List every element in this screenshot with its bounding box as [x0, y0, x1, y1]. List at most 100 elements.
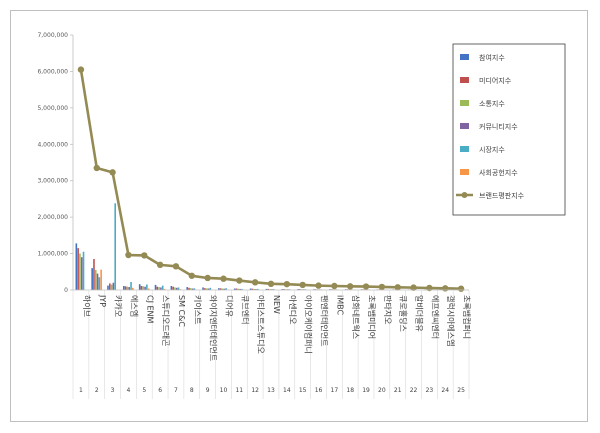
category-label-20: 판타지오: [383, 295, 392, 324]
index-label-12: 12: [251, 387, 259, 394]
index-label-15: 15: [299, 387, 307, 394]
category-label-12: 아티스트스튜디오: [256, 295, 266, 354]
brand-index-point-23: [426, 284, 433, 292]
bar-4-3: [112, 282, 115, 290]
bar-1-11: [233, 288, 236, 290]
category-label-6: 스튜디오드래곤: [161, 295, 170, 347]
brand-index-point-7: [172, 263, 180, 270]
y-tick-label: 2,000,000: [37, 214, 68, 221]
index-label-3: 3: [111, 387, 115, 394]
category-label-9: 와이지엔터테인먼트: [209, 295, 219, 361]
bar-1-13: [265, 288, 268, 290]
bar-4-4: [128, 287, 131, 290]
brand-reputation-chart: 0 1,000,000 2,000,000 3,000,000 4,000,000 5,0…: [37, 32, 566, 399]
bar-3-10: [221, 288, 224, 290]
brand-index-point-21: [394, 284, 401, 291]
bar-5-2: [98, 277, 101, 290]
index-label-5: 5: [142, 387, 146, 394]
brand-index-point-5: [141, 252, 148, 259]
bar-4-9: [207, 288, 210, 290]
bar-4-5: [144, 286, 146, 290]
index-label-17: 17: [331, 387, 339, 394]
category-label-19: 초록뱀미디어: [367, 295, 377, 339]
category-label-7: SM C&C: [177, 295, 186, 327]
category-label-3: 카카오: [114, 295, 123, 317]
legend-swatch-6: [460, 169, 469, 175]
bar-1-6: [154, 284, 157, 290]
category-label-18: 삼화네트웍스: [351, 295, 361, 339]
bar-3-11: [237, 288, 240, 290]
legend-label-3: 소통지수: [479, 99, 505, 108]
index-label-6: 6: [158, 387, 162, 394]
y-tick-label: 4,000,000: [37, 141, 68, 148]
y-tick-label: 6,000,000: [37, 68, 68, 75]
category-label-1: 하이브: [82, 295, 92, 317]
bar-5-4: [130, 281, 132, 290]
brand-index-point-15: [299, 281, 306, 289]
index-label-25: 25: [457, 387, 465, 394]
bar-3-4: [126, 286, 129, 290]
brand-index-point-4: [125, 251, 132, 259]
brand-index-point-18: [347, 283, 354, 290]
bar-1-1: [75, 243, 78, 290]
legend-label-4: 커뮤니티지수: [479, 122, 518, 131]
bar-2-10: [219, 288, 222, 290]
brand-index-point-16: [315, 282, 322, 289]
bar-2-13: [267, 288, 270, 290]
bar-1-15: [297, 289, 299, 290]
category-label-22: 알비더블유: [415, 295, 425, 332]
category-label-10: 디어유: [224, 295, 234, 317]
category-label-11: 큐브엔터: [240, 295, 250, 324]
bar-2-9: [204, 288, 206, 290]
y-tick-label: 5,000,000: [37, 105, 68, 112]
brand-index-line: [79, 69, 462, 291]
category-label-15: 아이오케이컴퍼니: [304, 295, 314, 354]
bar-2-14: [283, 289, 285, 290]
index-label-7: 7: [174, 387, 178, 394]
bar-6-4: [132, 287, 134, 290]
bar-3-5: [142, 286, 145, 290]
legend-label-1: 참여지수: [479, 53, 505, 62]
bar-3-13: [269, 289, 271, 290]
bar-1-12: [249, 288, 252, 290]
bar-4-1: [80, 257, 83, 290]
bar-4-2: [96, 273, 99, 290]
bar-5-11: [241, 288, 243, 290]
bar-3-12: [253, 288, 255, 290]
bar-1-9: [202, 287, 204, 290]
bar-4-6: [160, 287, 162, 290]
category-label-16: 팬엔터테인먼트: [320, 295, 330, 347]
legend-swatch-3: [460, 100, 469, 106]
bars: [75, 203, 467, 290]
index-label-24: 24: [441, 387, 449, 394]
category-label-14: 아센디오: [288, 295, 298, 324]
bar-4-7: [175, 287, 178, 290]
category-label-23: 에프엔씨엔터: [430, 295, 440, 339]
brand-index-point-11: [236, 277, 243, 284]
category-label-24: 갤럭시아에스엠: [446, 295, 456, 347]
bar-5-1: [82, 251, 85, 290]
bar-1-4: [123, 285, 125, 290]
bar-5-5: [146, 284, 148, 290]
category-label-25: 초록뱀컴퍼니: [462, 295, 472, 339]
chart-frame: 0 1,000,000 2,000,000 3,000,000 4,000,000 5,0…: [10, 10, 588, 422]
index-label-2: 2: [95, 387, 99, 394]
line-series: [77, 66, 465, 292]
brand-index-point-13: [267, 280, 275, 288]
brand-index-point-9: [204, 274, 211, 282]
x-axis: 하이브 JYP 카카오 에스엠 CJ ENM 스튜디오드래곤 SM C&C 키이스트 와이지엔터…: [72, 289, 472, 399]
y-tick-label: 0: [64, 287, 68, 294]
index-label-4: 4: [127, 387, 131, 394]
category-label-13: NEW: [272, 295, 281, 314]
bar-6-2: [100, 269, 102, 290]
bar-3-3: [110, 284, 113, 290]
bar-2-5: [140, 285, 143, 290]
brand-index-point-2: [93, 164, 100, 172]
index-label-14: 14: [283, 387, 291, 394]
bar-5-13: [272, 289, 275, 290]
bar-3-6: [158, 287, 160, 290]
bar-6-5: [147, 288, 150, 290]
bar-3-7: [174, 287, 176, 290]
bar-3-1: [79, 253, 81, 290]
bar-2-12: [251, 288, 254, 290]
